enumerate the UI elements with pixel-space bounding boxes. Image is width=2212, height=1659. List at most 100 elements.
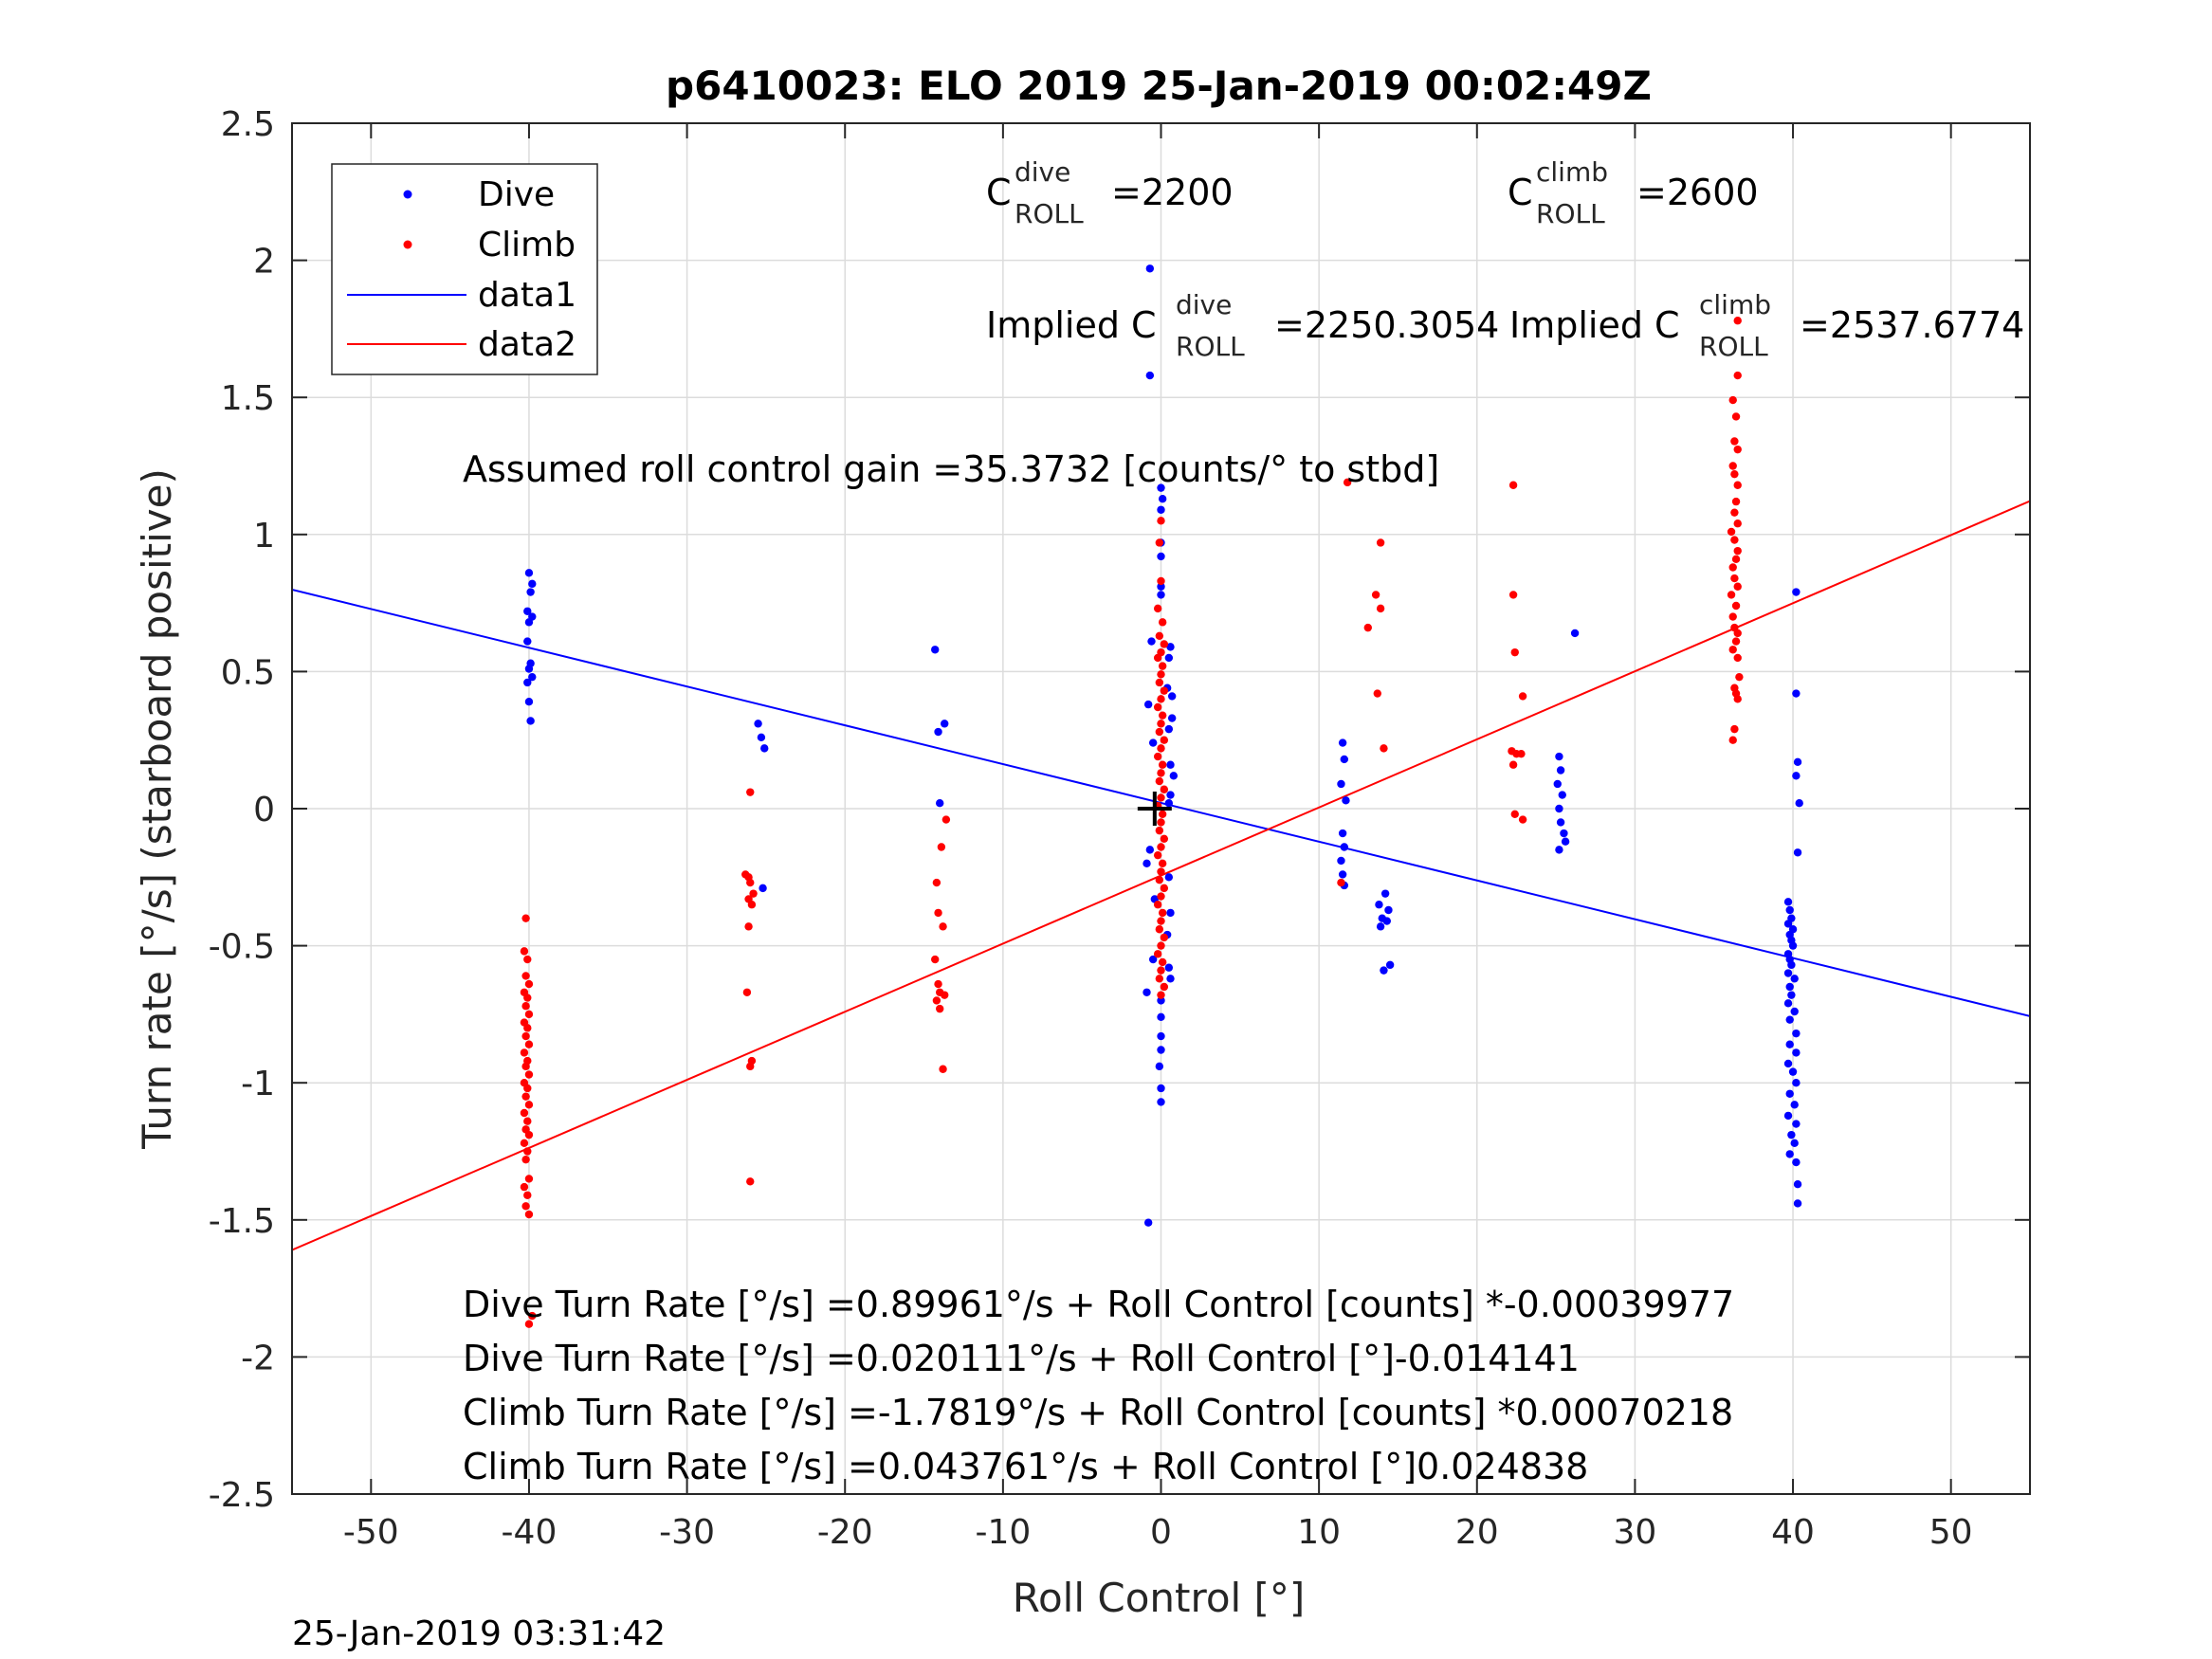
fit-line-data1	[292, 588, 2030, 1017]
point-climb	[1160, 785, 1169, 793]
implied-dive-value: =2250.3054	[1274, 304, 1499, 346]
point-climb	[1160, 834, 1169, 844]
point-climb	[1155, 631, 1164, 641]
point-climb	[1153, 950, 1162, 958]
point-dive	[1788, 1067, 1798, 1076]
point-climb	[934, 908, 942, 918]
point-climb	[1160, 982, 1169, 992]
equation-climb-counts: Climb Turn Rate [°/s] =-1.7819°/s + Roll…	[463, 1392, 1733, 1433]
y-tick-label: 2	[253, 243, 275, 282]
point-climb	[1160, 933, 1169, 942]
point-climb	[1157, 818, 1165, 827]
point-dive	[1337, 779, 1345, 789]
point-dive	[1157, 1084, 1165, 1093]
x-tick-label: 40	[1771, 1513, 1815, 1552]
point-climb	[1157, 966, 1165, 975]
point-climb	[1728, 462, 1737, 470]
point-climb	[524, 1010, 534, 1019]
point-climb	[1158, 711, 1167, 720]
point-climb	[744, 922, 753, 931]
point-climb	[1153, 850, 1162, 860]
implied-climb-sup: climb	[1699, 289, 1771, 320]
point-climb	[524, 1101, 534, 1109]
x-tick-label: -40	[502, 1513, 558, 1552]
point-climb	[1157, 744, 1165, 753]
cclimb-base: C	[1508, 172, 1533, 213]
point-climb	[1160, 640, 1169, 648]
point-climb	[1337, 878, 1345, 887]
point-dive	[1793, 1180, 1802, 1189]
point-climb	[1508, 481, 1518, 489]
point-climb	[1155, 975, 1164, 983]
point-climb	[1380, 744, 1388, 753]
implied-dive-sup: dive	[1176, 289, 1232, 320]
point-climb	[1730, 536, 1739, 544]
cdive-annotation: C dive ROLL =2200	[986, 156, 1234, 229]
implied-dive-sub: ROLL	[1176, 331, 1245, 362]
point-dive	[1157, 996, 1165, 1005]
point-dive	[1167, 692, 1177, 701]
y-tick-label: -1	[241, 1065, 275, 1103]
implied-climb-prefix: Implied C	[1509, 304, 1680, 346]
point-dive	[1553, 779, 1562, 789]
legend-swatch-dive	[403, 190, 412, 199]
point-dive	[1792, 588, 1801, 596]
x-tick-labels: -50 -40 -30 -20 -10 0 10 20 30 40 50	[343, 1513, 1973, 1552]
point-dive	[1164, 653, 1174, 663]
point-climb	[1733, 317, 1742, 325]
point-climb	[1157, 843, 1165, 851]
point-dive	[1385, 960, 1395, 970]
point-dive	[1166, 908, 1175, 918]
x-tick-label: 20	[1455, 1513, 1499, 1552]
point-dive	[1787, 991, 1796, 999]
point-climb	[1733, 481, 1742, 489]
x-tick-label: 30	[1614, 1513, 1657, 1552]
point-dive	[526, 717, 535, 725]
point-climb	[1735, 672, 1744, 682]
point-climb	[1510, 810, 1519, 818]
point-dive	[1157, 1098, 1165, 1106]
point-climb	[1730, 574, 1739, 583]
point-dive	[523, 678, 532, 687]
y-tick-label: -0.5	[209, 928, 275, 967]
point-dive	[1787, 1130, 1796, 1139]
point-dive	[1147, 637, 1156, 646]
point-dive	[1783, 969, 1793, 977]
point-climb	[1160, 686, 1169, 695]
legend-swatch-climb	[403, 240, 412, 249]
point-climb	[1733, 445, 1742, 454]
point-climb	[1158, 618, 1167, 627]
point-climb	[1518, 692, 1527, 701]
point-climb	[1730, 437, 1739, 446]
point-climb	[1376, 604, 1385, 613]
point-climb	[1158, 810, 1167, 818]
point-dive	[1793, 757, 1802, 767]
point-climb	[521, 1202, 530, 1211]
point-climb	[1158, 760, 1167, 769]
point-climb	[742, 988, 752, 996]
point-dive	[1556, 818, 1565, 827]
point-climb	[1733, 582, 1742, 591]
point-climb	[1733, 653, 1742, 663]
point-dive	[1785, 1015, 1794, 1024]
point-climb	[1728, 563, 1737, 572]
equation-climb-degrees: Climb Turn Rate [°/s] =0.043761°/s + Rol…	[463, 1446, 1588, 1487]
point-dive	[931, 646, 940, 654]
point-dive	[1785, 1150, 1794, 1158]
point-dive	[1792, 1048, 1801, 1057]
point-dive	[760, 744, 769, 753]
point-climb	[1730, 724, 1739, 734]
point-climb	[1371, 591, 1380, 599]
point-dive	[1164, 724, 1174, 734]
point-dive	[1792, 1029, 1801, 1038]
point-dive	[523, 607, 532, 615]
point-dive	[1157, 505, 1165, 514]
point-dive	[1792, 1158, 1801, 1167]
point-climb	[524, 979, 534, 989]
point-climb	[1155, 826, 1164, 835]
point-dive	[1338, 829, 1347, 838]
point-dive	[1783, 920, 1793, 928]
point-climb	[1731, 412, 1741, 421]
point-climb	[520, 1048, 529, 1057]
y-tick-label: 1.5	[221, 379, 275, 418]
